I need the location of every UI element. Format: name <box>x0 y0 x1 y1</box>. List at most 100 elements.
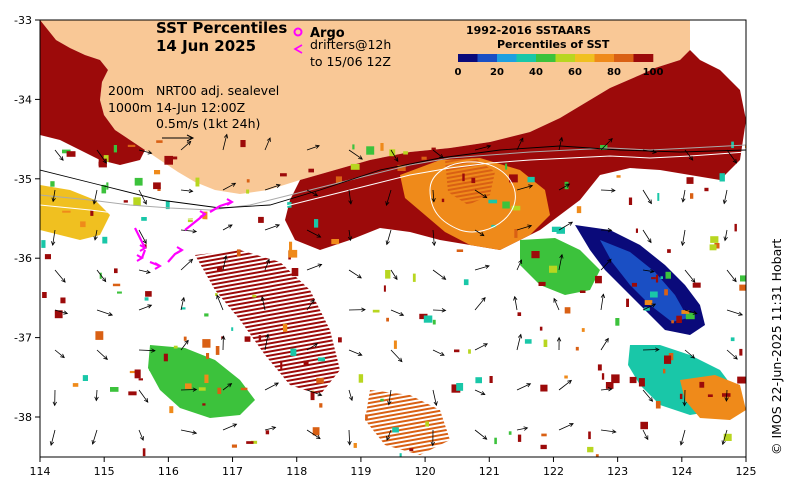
current-arrow-head <box>266 137 271 142</box>
current-arrow <box>600 189 615 191</box>
current-arrow-head <box>651 303 657 308</box>
current-arrow <box>682 189 686 202</box>
sst-pixel-patch <box>657 193 660 201</box>
sst-high-percentile-coastal <box>285 50 746 250</box>
sst-pixel-patch <box>595 275 602 284</box>
current-arrow-head <box>275 224 281 229</box>
current-arrow-head <box>553 297 558 303</box>
sst-pixel-patch <box>169 406 174 414</box>
sst-pixel-patch <box>128 391 137 396</box>
current-vectors <box>40 133 746 447</box>
sst-pixel-patch <box>564 375 568 379</box>
sst-pixel-patch <box>142 448 146 457</box>
sst-pixel-patch <box>587 446 594 453</box>
current-arrow-head <box>347 236 353 242</box>
sst-pixel-patch <box>514 229 518 238</box>
scale-label: 0.5m/s (1kt 24h) <box>156 116 260 131</box>
sst-pixel-patch <box>397 164 406 171</box>
current-arrow-head <box>274 382 280 387</box>
current-arrow-head <box>347 440 352 446</box>
sst-pixel-patch <box>709 244 717 251</box>
current-arrow-head <box>231 182 237 187</box>
current-arrow-head <box>607 228 613 233</box>
current-arrow <box>348 229 351 241</box>
sst-pixel-patch <box>102 236 108 244</box>
sst-pixel-patch <box>425 421 429 427</box>
current-arrow <box>222 182 236 191</box>
sst-pixel-patch <box>173 345 178 349</box>
drifter-head-icon <box>226 198 234 206</box>
sst-pixel-patch <box>250 440 258 444</box>
current-arrow <box>180 229 197 232</box>
sst-pixel-patch <box>456 249 464 252</box>
current-arrow <box>264 224 280 231</box>
current-arrow <box>180 189 193 192</box>
current-arrow-head <box>738 311 744 316</box>
sst-pixel-patch <box>117 291 122 294</box>
sealevel-label: NRT00 adj. sealevel <box>156 83 279 98</box>
sst-pixel-patch <box>399 453 402 457</box>
sst-pixel-patch <box>549 265 558 273</box>
current-arrow-head <box>188 258 194 264</box>
current-arrow-head <box>357 274 362 279</box>
sst-pixel-patch <box>464 148 471 152</box>
sst-pixel-patch <box>722 393 731 397</box>
current-arrow-head <box>108 312 114 317</box>
sst-pixel-patch <box>664 289 668 296</box>
current-arrow <box>474 343 488 351</box>
current-arrow-head <box>315 434 321 440</box>
depth-label-1000m: 1000m <box>108 100 152 115</box>
current-arrow <box>348 429 351 445</box>
sst-pixel-patch <box>231 444 237 448</box>
sst-pixel-patch <box>611 374 620 384</box>
current-arrow-head <box>348 396 354 402</box>
sst-pixel-patch <box>665 271 671 279</box>
sst-pixel-patch <box>164 155 173 165</box>
current-arrow-head <box>690 278 696 283</box>
sst-pixel-patch <box>80 221 86 228</box>
current-arrow <box>180 340 189 351</box>
current-arrow-head <box>568 221 574 226</box>
sst-pixel-patch <box>605 382 614 389</box>
current-arrow <box>558 221 573 231</box>
colorbar-segment <box>497 54 517 62</box>
sst-pixel-patch <box>527 176 535 183</box>
current-arrow <box>306 145 320 151</box>
current-arrow-head <box>608 137 613 143</box>
current-arrow <box>723 189 728 204</box>
current-arrow <box>180 259 193 271</box>
current-arrow-head <box>386 435 391 441</box>
current-arrow-head <box>348 200 353 205</box>
current-arrow-head <box>93 235 98 241</box>
sst-pixel-patch <box>246 441 254 444</box>
current-arrow <box>642 429 649 440</box>
sst-pixel-patch <box>380 143 384 151</box>
sst-pixel-patch <box>491 224 496 228</box>
drifter-track <box>134 227 146 249</box>
sst-pixel-patch <box>246 189 250 194</box>
scale-arrow-head <box>186 134 195 142</box>
current-arrow <box>432 269 446 280</box>
map-title-line2: 14 Jun 2025 <box>156 37 256 55</box>
current-arrow-head <box>481 297 486 302</box>
colorbar-title-line1: 1992-2016 SSTAARS <box>466 24 591 37</box>
sst-pixel-patch <box>721 142 727 149</box>
current-arrow-head <box>61 278 66 283</box>
current-arrow <box>54 309 68 314</box>
sst-pixel-patch <box>679 393 683 400</box>
current-arrow-head <box>385 201 390 207</box>
colorbar-segment <box>575 54 595 62</box>
current-arrow-head <box>430 441 435 447</box>
current-arrow <box>474 189 487 198</box>
sst-pixel-patch <box>291 268 299 277</box>
current-arrow <box>642 269 654 273</box>
sst-pixel-patch <box>601 373 605 380</box>
sst-pixel-patch <box>144 297 149 301</box>
current-arrow-head <box>680 241 686 247</box>
sst-pixel-patch <box>138 378 143 381</box>
sst-pixel-patch <box>231 327 234 331</box>
current-arrow-head <box>188 188 194 194</box>
colorbar-tick-label: 80 <box>607 67 621 78</box>
sst-pixel-patch <box>217 387 222 394</box>
current-arrow <box>432 309 446 311</box>
